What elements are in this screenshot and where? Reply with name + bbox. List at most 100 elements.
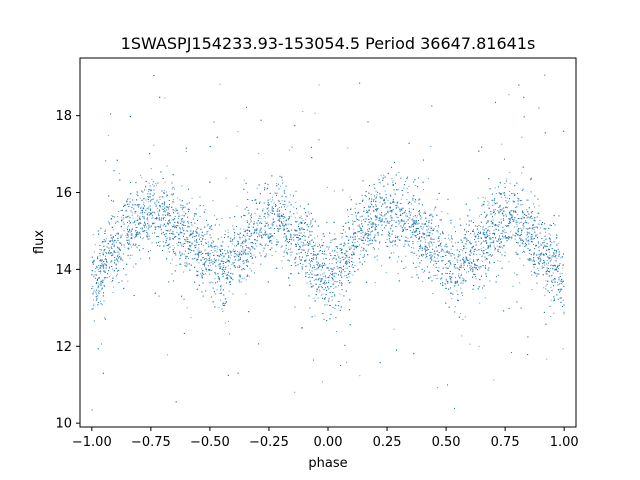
data-point bbox=[480, 226, 482, 228]
data-point bbox=[550, 265, 552, 267]
data-point bbox=[482, 260, 484, 262]
data-point bbox=[108, 276, 110, 278]
data-point bbox=[246, 220, 248, 222]
data-point bbox=[223, 261, 225, 262]
data-point bbox=[207, 244, 209, 246]
data-point bbox=[289, 223, 291, 225]
data-point bbox=[286, 196, 288, 198]
data-point bbox=[499, 245, 500, 247]
data-point bbox=[196, 232, 197, 234]
data-point bbox=[116, 273, 118, 275]
data-point bbox=[218, 265, 220, 267]
data-point bbox=[133, 237, 135, 239]
data-point bbox=[145, 199, 147, 201]
data-point bbox=[518, 234, 519, 236]
data-point bbox=[289, 251, 291, 253]
data-point bbox=[523, 264, 525, 266]
data-point bbox=[549, 270, 551, 272]
data-point bbox=[313, 265, 315, 266]
data-point bbox=[381, 219, 383, 221]
data-point bbox=[251, 254, 253, 256]
data-point bbox=[520, 200, 522, 201]
data-point bbox=[318, 250, 320, 252]
data-point bbox=[316, 288, 318, 290]
data-point bbox=[487, 229, 489, 231]
data-point bbox=[210, 244, 212, 246]
data-point bbox=[482, 226, 484, 228]
data-point bbox=[388, 240, 390, 242]
data-point bbox=[264, 247, 266, 249]
data-point bbox=[515, 235, 517, 237]
data-point bbox=[259, 221, 261, 223]
data-point bbox=[108, 221, 110, 223]
data-point bbox=[397, 189, 399, 191]
data-point bbox=[384, 190, 386, 192]
data-point bbox=[283, 256, 285, 257]
data-point bbox=[99, 300, 101, 302]
data-point bbox=[297, 242, 299, 244]
data-point bbox=[302, 263, 304, 265]
data-point bbox=[106, 261, 108, 263]
data-point bbox=[318, 286, 320, 288]
data-point bbox=[407, 223, 409, 224]
data-point bbox=[528, 241, 530, 243]
data-point bbox=[218, 306, 220, 308]
data-point bbox=[111, 215, 113, 216]
data-point bbox=[532, 227, 534, 229]
data-point bbox=[227, 229, 229, 231]
data-point bbox=[520, 227, 522, 229]
data-point bbox=[328, 248, 329, 250]
data-point bbox=[129, 198, 131, 200]
data-point bbox=[482, 228, 484, 230]
data-point bbox=[340, 232, 342, 234]
data-point bbox=[364, 231, 366, 233]
data-point bbox=[159, 241, 161, 243]
data-point bbox=[149, 209, 151, 211]
data-point bbox=[460, 249, 462, 250]
data-point bbox=[438, 225, 439, 226]
data-point bbox=[99, 249, 101, 251]
data-point bbox=[385, 196, 387, 198]
data-point bbox=[256, 187, 258, 189]
data-point bbox=[418, 211, 420, 212]
data-point bbox=[307, 250, 309, 252]
data-point bbox=[526, 215, 528, 217]
data-point bbox=[173, 233, 175, 235]
data-point bbox=[272, 199, 274, 201]
data-point bbox=[120, 235, 122, 237]
data-point bbox=[487, 204, 489, 206]
data-point bbox=[109, 223, 111, 225]
data-point bbox=[412, 234, 413, 236]
data-point bbox=[210, 270, 212, 272]
data-point bbox=[143, 207, 145, 209]
data-point bbox=[412, 199, 414, 201]
data-point bbox=[476, 249, 478, 251]
data-point bbox=[504, 225, 506, 227]
data-point bbox=[410, 252, 412, 254]
data-point bbox=[168, 206, 170, 208]
data-point bbox=[153, 212, 155, 213]
data-point bbox=[380, 175, 382, 177]
data-point bbox=[347, 242, 349, 244]
data-point bbox=[242, 248, 244, 250]
data-point bbox=[316, 264, 318, 265]
data-point bbox=[229, 333, 230, 335]
data-point bbox=[115, 222, 117, 224]
data-point bbox=[104, 278, 106, 280]
data-point bbox=[180, 263, 182, 265]
data-point bbox=[376, 209, 378, 211]
data-point bbox=[423, 226, 425, 228]
data-point bbox=[392, 245, 394, 247]
data-point bbox=[117, 221, 119, 223]
data-point bbox=[243, 262, 245, 264]
data-point bbox=[287, 228, 288, 229]
data-point bbox=[348, 259, 350, 261]
data-point bbox=[219, 268, 221, 270]
data-point bbox=[465, 223, 467, 225]
data-point bbox=[121, 234, 123, 236]
data-point bbox=[317, 268, 319, 270]
data-point bbox=[118, 251, 120, 253]
data-point bbox=[214, 247, 216, 249]
data-point bbox=[344, 253, 346, 255]
data-point bbox=[212, 252, 214, 253]
